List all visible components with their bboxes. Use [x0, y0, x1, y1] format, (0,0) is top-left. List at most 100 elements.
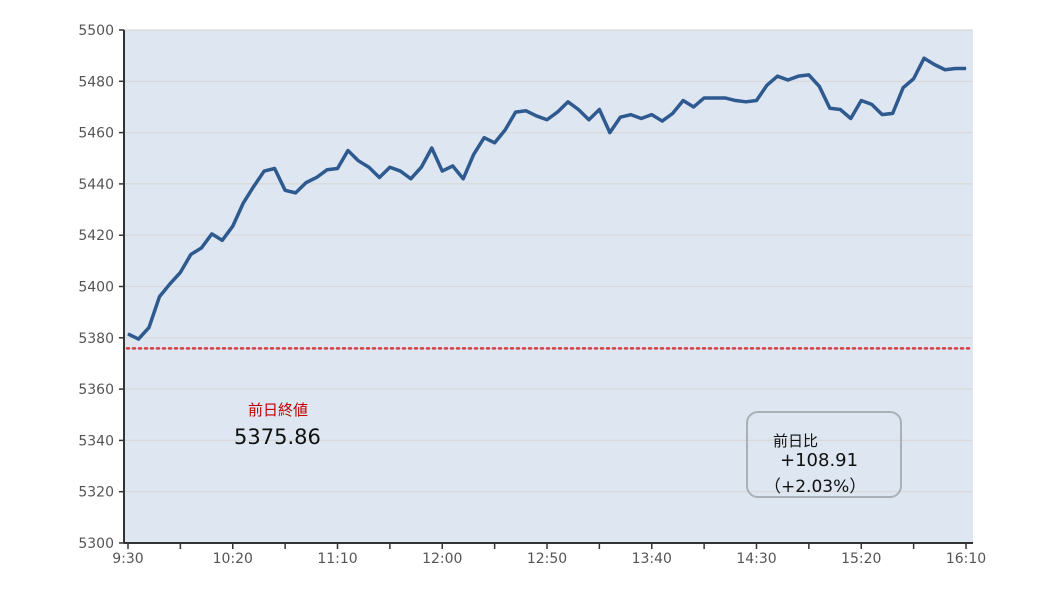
data-point: [546, 119, 548, 121]
data-point: [431, 147, 433, 149]
data-point: [808, 74, 810, 76]
data-point: [190, 253, 192, 255]
prev-close-label: 前日終値: [248, 401, 309, 419]
data-point: [515, 111, 517, 113]
data-point: [902, 87, 904, 89]
data-point: [420, 166, 422, 168]
data-point: [745, 101, 747, 103]
x-tick-label: 12:00: [422, 551, 462, 567]
x-tick-label: 9:30: [112, 551, 143, 567]
data-point: [672, 112, 674, 114]
data-point: [169, 283, 171, 285]
y-tick-label: 5380: [78, 331, 114, 347]
y-tick-label: 5340: [78, 433, 114, 449]
data-point: [598, 109, 600, 111]
data-point: [756, 100, 757, 102]
data-point: [536, 115, 538, 117]
x-tick-label: 16:10: [946, 551, 986, 567]
data-point: [651, 114, 653, 116]
x-tick-label: 10:20: [213, 551, 253, 567]
data-point: [892, 112, 894, 114]
data-point: [839, 109, 841, 111]
y-tick-label: 5360: [78, 382, 114, 398]
y-tick-label: 5500: [78, 23, 114, 39]
y-tick-label: 5460: [78, 126, 114, 142]
data-point: [494, 142, 496, 144]
data-point: [766, 84, 768, 86]
data-point: [347, 150, 349, 152]
change-value: +108.91: [780, 450, 859, 471]
data-point: [148, 327, 150, 329]
data-point: [483, 137, 485, 139]
data-point: [724, 97, 726, 99]
data-point: [137, 338, 139, 340]
data-point: [588, 119, 590, 121]
data-point: [735, 100, 737, 102]
data-point: [881, 114, 883, 116]
data-point: [787, 79, 789, 81]
data-point: [263, 170, 265, 172]
data-point: [284, 189, 286, 191]
data-point: [850, 117, 852, 119]
data-point: [242, 202, 244, 204]
data-point: [944, 69, 946, 71]
data-point: [860, 100, 862, 102]
data-point: [253, 185, 255, 187]
data-point: [179, 271, 181, 273]
data-point: [556, 111, 558, 113]
data-point: [410, 178, 412, 180]
data-point: [326, 169, 328, 171]
data-point: [871, 103, 873, 105]
prev-close-value: 5375.86: [234, 425, 321, 449]
x-tick-label: 15:20: [841, 551, 881, 567]
data-point: [714, 97, 716, 99]
data-point: [274, 168, 276, 170]
data-point: [609, 132, 611, 134]
data-point: [389, 166, 391, 168]
data-point: [158, 296, 160, 298]
x-tick-label: 13:40: [632, 551, 672, 567]
change-percent: （+2.03%）: [764, 477, 867, 497]
y-tick-label: 5400: [78, 280, 114, 296]
x-tick-label: 12:50: [527, 551, 567, 567]
data-point: [577, 109, 579, 111]
data-point: [829, 107, 831, 109]
data-point: [661, 120, 663, 122]
data-point: [462, 178, 464, 180]
data-point: [452, 165, 454, 167]
y-tick-label: 5420: [78, 228, 114, 244]
change-box: [746, 411, 902, 498]
y-tick-label: 5300: [78, 536, 114, 552]
data-point: [357, 160, 359, 162]
data-point: [200, 247, 202, 249]
data-point: [295, 192, 297, 194]
data-point: [378, 176, 380, 178]
data-point: [619, 116, 621, 118]
data-point: [818, 85, 820, 87]
data-point: [693, 106, 695, 108]
y-tick-label: 5320: [78, 485, 114, 501]
data-point: [955, 67, 957, 69]
data-point: [525, 110, 527, 112]
data-point: [913, 78, 915, 80]
y-tick-label: 5440: [78, 177, 114, 193]
data-point: [316, 176, 318, 178]
data-point: [923, 57, 925, 59]
data-point: [221, 239, 223, 241]
data-point: [640, 117, 642, 119]
data-point: [567, 101, 569, 103]
x-tick-label: 14:30: [736, 551, 776, 567]
data-point: [337, 168, 338, 170]
data-point: [399, 170, 401, 172]
change-label: 前日比: [773, 432, 819, 450]
data-point: [776, 75, 778, 77]
data-point: [305, 182, 307, 184]
data-point: [630, 114, 632, 116]
x-tick-label: 11:10: [317, 551, 357, 567]
data-point: [232, 225, 234, 227]
data-point: [703, 97, 705, 99]
y-tick-label: 5480: [78, 74, 114, 90]
data-point: [473, 153, 475, 155]
data-point: [934, 64, 936, 66]
